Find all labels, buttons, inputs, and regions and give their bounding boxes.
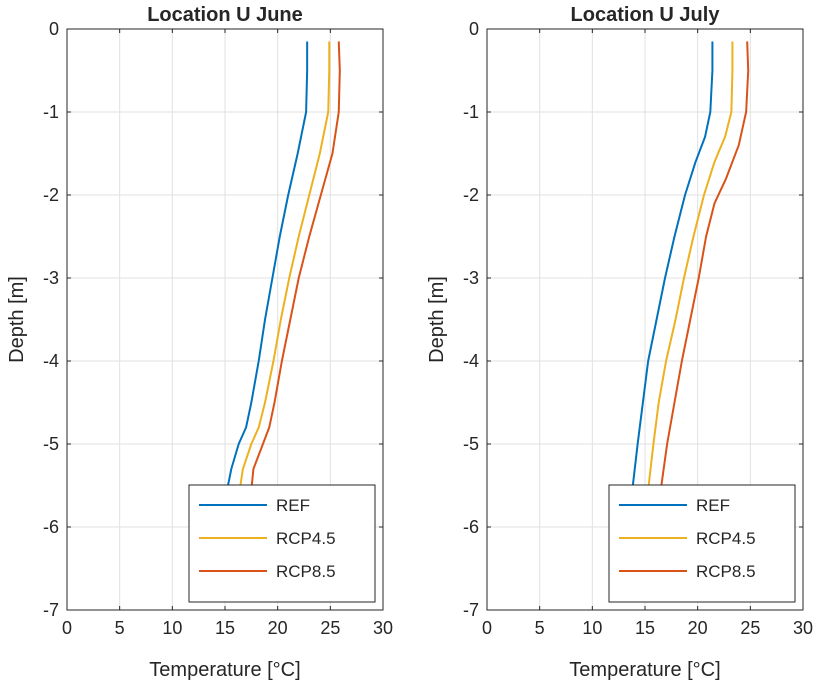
x-tick-label: 25	[320, 618, 340, 638]
series-line-rcp45	[647, 41, 734, 490]
x-tick-label: 15	[635, 618, 655, 638]
y-tick-label: -2	[43, 185, 59, 205]
y-tick-label: -5	[463, 434, 479, 454]
chart-title: Location U June	[147, 4, 303, 26]
x-tick-label: 0	[62, 618, 72, 638]
x-tick-label: 0	[482, 618, 492, 638]
x-tick-label: 30	[373, 618, 393, 638]
y-axis-label: Depth [m]	[6, 276, 28, 363]
x-axis-label: Temperature [°C]	[149, 659, 300, 681]
legend: REF RCP4.5 RCP8.5	[608, 484, 796, 603]
y-tick-label: -3	[43, 268, 59, 288]
series-line-rcp85	[659, 41, 750, 490]
x-tick-label: 5	[535, 618, 545, 638]
y-tick-label: -6	[43, 517, 59, 537]
legend-entry-label: RCP4.5	[276, 529, 336, 548]
legend-entry-label: REF	[276, 496, 310, 515]
y-tick-label: -1	[463, 102, 479, 122]
chart-panel-1: 0 5 10 15 20 25 30 0 -1 -2 -3 -4 -5 -6 -7 Location U Ju…	[6, 4, 393, 681]
series-line-ref	[226, 41, 309, 490]
y-axis-label: Depth [m]	[426, 276, 448, 363]
x-tick-label: 5	[115, 618, 125, 638]
x-tick-label: 15	[215, 618, 235, 638]
y-tick-label: -7	[43, 600, 59, 620]
legend-entry-label: RCP8.5	[276, 562, 336, 581]
x-tick-label: 10	[162, 618, 182, 638]
x-tick-label: 10	[582, 618, 602, 638]
legend-entry-label: RCP4.5	[696, 529, 756, 548]
x-tick-label: 20	[268, 618, 288, 638]
y-tick-label: 0	[469, 19, 479, 39]
x-tick-label: 20	[688, 618, 708, 638]
x-axis-label: Temperature [°C]	[569, 659, 720, 681]
series-line-rcp85	[250, 41, 341, 490]
y-tick-label: -2	[463, 185, 479, 205]
y-tick-label: -4	[463, 351, 479, 371]
legend: REF RCP4.5 RCP8.5	[188, 484, 376, 603]
y-tick-label: -7	[463, 600, 479, 620]
y-tick-label: -4	[43, 351, 59, 371]
chart-panel-2: 0 5 10 15 20 25 30 0 -1 -2 -3 -4 -5 -6 -7 Location U Ju…	[426, 4, 813, 681]
y-tick-label: -6	[463, 517, 479, 537]
series-line-rcp45	[238, 41, 331, 490]
x-tick-label: 25	[740, 618, 760, 638]
legend-entry-label: RCP8.5	[696, 562, 756, 581]
y-tick-label: 0	[49, 19, 59, 39]
y-tick-label: -1	[43, 102, 59, 122]
x-tick-label: 30	[793, 618, 813, 638]
series-line-ref	[631, 41, 714, 490]
y-tick-label: -3	[463, 268, 479, 288]
chart-title: Location U July	[571, 4, 721, 26]
legend-entry-label: REF	[696, 496, 730, 515]
y-tick-label: -5	[43, 434, 59, 454]
